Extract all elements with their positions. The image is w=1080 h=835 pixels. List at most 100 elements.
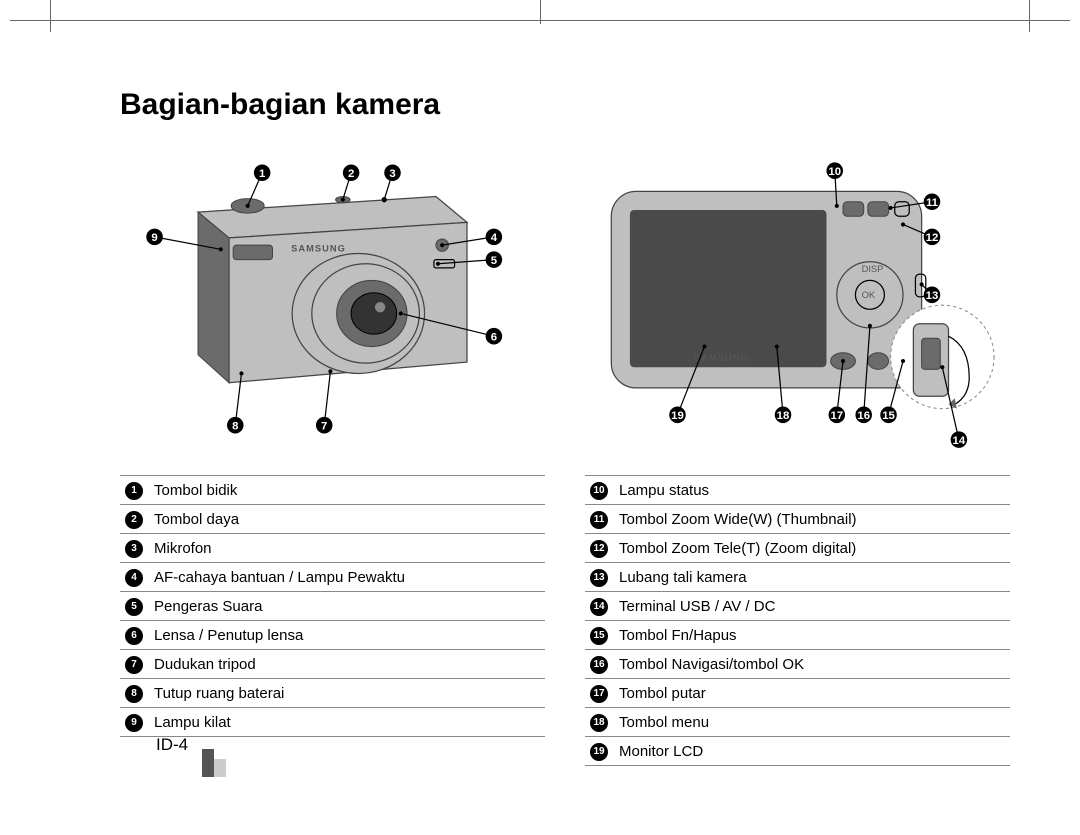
circled-number-icon: 18 (590, 714, 608, 732)
table-row: 12Tombol Zoom Tele(T) (Zoom digital) (585, 534, 1010, 563)
table-row: 7 Dudukan tripod (120, 650, 545, 679)
table-row: 2 Tombol daya (120, 505, 545, 534)
part-label-cell: Lampu status (617, 476, 1010, 505)
circled-number-icon: 15 (590, 627, 608, 645)
part-label-cell: Tombol daya (152, 505, 545, 534)
svg-text:1: 1 (259, 168, 265, 180)
part-label-cell: Terminal USB / AV / DC (617, 592, 1010, 621)
circled-number-icon: 3 (125, 540, 143, 558)
table-row: 17 Tombol putar (585, 679, 1010, 708)
part-number-cell: 9 (120, 708, 152, 737)
part-number-cell: 7 (120, 650, 152, 679)
part-number-cell: 17 (585, 679, 617, 708)
camera-back-diagram: SAMSUNG OK DISP (585, 150, 1010, 450)
part-label-cell: Tombol bidik (152, 476, 545, 505)
table-row: 5 Pengeras Suara (120, 592, 545, 621)
circled-number-icon: 6 (125, 627, 143, 645)
part-number-cell: 14 (585, 592, 617, 621)
part-label-cell: Lensa / Penutup lensa (152, 621, 545, 650)
table-row: 1 Tombol bidik (120, 476, 545, 505)
svg-text:7: 7 (321, 420, 327, 432)
part-label-cell: Pengeras Suara (152, 592, 545, 621)
svg-text:12: 12 (926, 232, 939, 244)
svg-text:17: 17 (830, 410, 843, 422)
svg-text:SAMSUNG: SAMSUNG (694, 353, 749, 363)
page-number-text: ID-4 (156, 735, 188, 755)
left-parts-table: 1 Tombol bidik 2 Tombol daya 3 Mikrofon 4 AF-ca… (120, 475, 545, 737)
svg-text:14: 14 (953, 435, 966, 447)
svg-text:13: 13 (926, 290, 939, 302)
part-label-cell: Lampu kilat (152, 708, 545, 737)
table-row: 4 AF-cahaya bantuan / Lampu Pewaktu (120, 563, 545, 592)
table-row: 19 Monitor LCD (585, 737, 1010, 766)
svg-text:3: 3 (389, 168, 395, 180)
svg-text:4: 4 (491, 232, 498, 244)
circled-number-icon: 14 (590, 598, 608, 616)
table-row: 9 Lampu kilat (120, 708, 545, 737)
circled-number-icon: 10 (590, 482, 608, 500)
part-number-cell: 18 (585, 708, 617, 737)
table-row: 10 Lampu status (585, 476, 1010, 505)
part-label-cell: Tutup ruang baterai (152, 679, 545, 708)
circled-number-icon: 13 (590, 569, 608, 587)
table-row: 16 Tombol Navigasi/tombol OK (585, 650, 1010, 679)
circled-number-icon: 16 (590, 656, 608, 674)
table-row: 3 Mikrofon (120, 534, 545, 563)
svg-text:19: 19 (671, 410, 684, 422)
circled-number-icon: 17 (590, 685, 608, 703)
part-number-cell: 13 (585, 563, 617, 592)
circled-number-icon: 7 (125, 656, 143, 674)
svg-text:16: 16 (857, 410, 870, 422)
part-label-cell: AF-cahaya bantuan / Lampu Pewaktu (152, 563, 545, 592)
svg-text:10: 10 (828, 166, 841, 178)
part-label-cell: Dudukan tripod (152, 650, 545, 679)
svg-text:OK: OK (862, 290, 876, 300)
svg-text:15: 15 (882, 410, 895, 422)
part-label-cell: Tombol Zoom Tele(T) (Zoom digital) (617, 534, 1010, 563)
part-number-cell: 6 (120, 621, 152, 650)
svg-text:DISP: DISP (862, 264, 884, 274)
circled-number-icon: 2 (125, 511, 143, 529)
part-number-cell: 1 (120, 476, 152, 505)
svg-text:6: 6 (491, 331, 497, 343)
svg-text:2: 2 (348, 168, 354, 180)
part-label-cell: Tombol putar (617, 679, 1010, 708)
svg-text:5: 5 (491, 255, 497, 267)
part-label-cell: Tombol Fn/Hapus (617, 621, 1010, 650)
table-row: 11 Tombol Zoom Wide(W) (Thumbnail) (585, 505, 1010, 534)
part-number-cell: 19 (585, 737, 617, 766)
circled-number-icon: 1 (125, 482, 143, 500)
part-number-cell: 16 (585, 650, 617, 679)
table-row: 6 Lensa / Penutup lensa (120, 621, 545, 650)
circled-number-icon: 19 (590, 743, 608, 761)
svg-text:18: 18 (777, 410, 790, 422)
svg-text:8: 8 (232, 420, 238, 432)
svg-text:9: 9 (151, 232, 157, 244)
part-label-cell: Mikrofon (152, 534, 545, 563)
svg-text:SAMSUNG: SAMSUNG (291, 243, 346, 253)
table-row: 18 Tombol menu (585, 708, 1010, 737)
part-label-cell: Tombol Zoom Wide(W) (Thumbnail) (617, 505, 1010, 534)
part-number-cell: 8 (120, 679, 152, 708)
columns: SAMSUNG 123456789 1Tombol bidik2Tombol d… (120, 150, 1010, 766)
table-row: 14 Terminal USB / AV / DC (585, 592, 1010, 621)
part-label-cell: Monitor LCD (617, 737, 1010, 766)
part-number-cell: 10 (585, 476, 617, 505)
part-number-cell: 15 (585, 621, 617, 650)
table-row: 13 Lubang tali kamera (585, 563, 1010, 592)
circled-number-icon: 4 (125, 569, 143, 587)
circled-number-icon: 9 (125, 714, 143, 732)
page-title: Bagian-bagian kamera (120, 88, 1020, 122)
part-number-cell: 2 (120, 505, 152, 534)
part-label-cell: Lubang tali kamera (617, 563, 1010, 592)
part-number-cell: 3 (120, 534, 152, 563)
page: Bagian-bagian kamera (0, 0, 1080, 835)
part-label-cell: Tombol menu (617, 708, 1010, 737)
part-number-cell: 12 (585, 534, 617, 563)
circled-number-icon: 11 (590, 511, 608, 529)
part-label-cell: Tombol Navigasi/tombol OK (617, 650, 1010, 679)
part-number-cell: 5 (120, 592, 152, 621)
table-row: 8Tutup ruang baterai (120, 679, 545, 708)
circled-number-icon: 5 (125, 598, 143, 616)
svg-text:11: 11 (926, 197, 938, 209)
